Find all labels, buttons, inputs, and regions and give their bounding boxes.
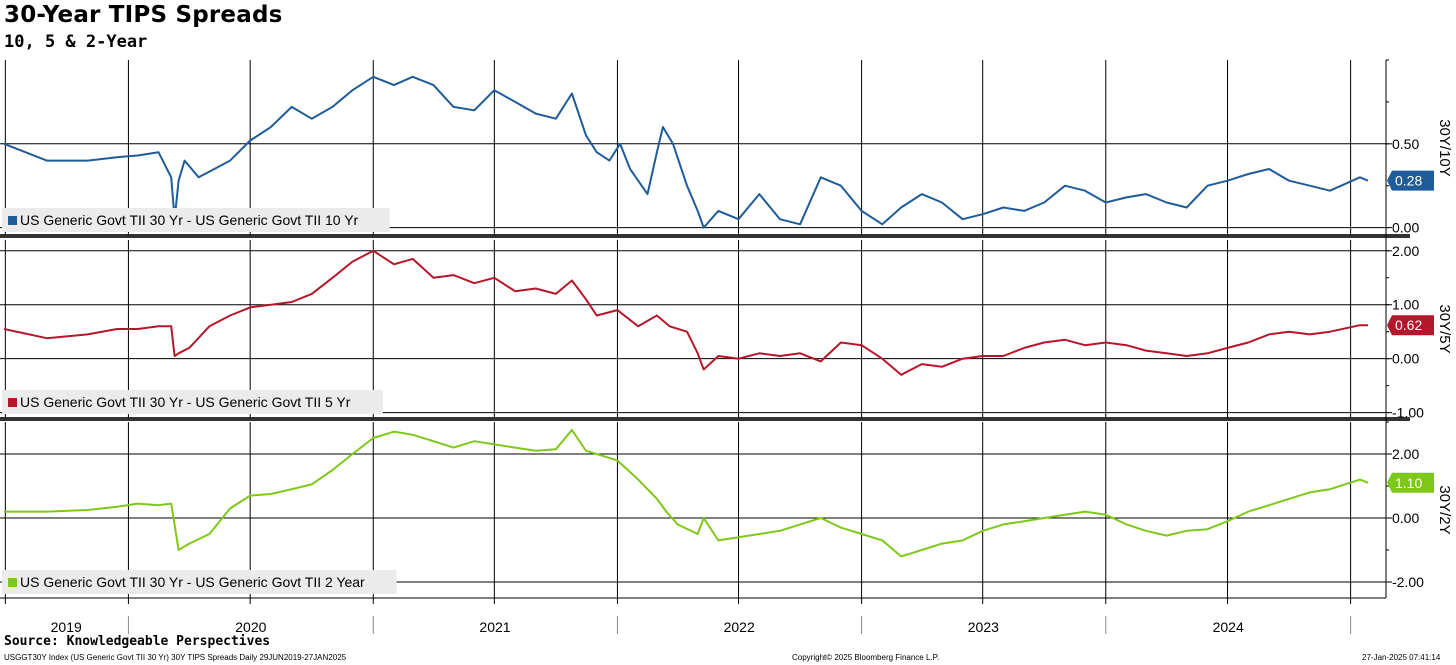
last-value-badge — [1387, 170, 1434, 191]
last-value-label: 0.62 — [1395, 317, 1422, 333]
series-line — [3, 249, 1368, 376]
x-year-label: 2021 — [479, 619, 510, 635]
legend-swatch — [8, 216, 17, 225]
chart-title: 30-Year TIPS Spreads — [4, 2, 283, 28]
last-value-label: 0.28 — [1395, 173, 1422, 189]
y-tick-label: -1.00 — [1392, 405, 1424, 421]
legend-box — [2, 570, 397, 594]
y-tick-label: 0.00 — [1392, 351, 1419, 367]
axis-title: 30Y/5Y — [1436, 304, 1453, 353]
legend-label: US Generic Govt TII 30 Yr - US Generic G… — [20, 394, 351, 410]
series-line — [3, 75, 1369, 229]
axis-title: 30Y/10Y — [1436, 119, 1453, 177]
y-tick-label: -2.00 — [1392, 574, 1424, 590]
series-line — [4, 429, 1369, 558]
legend-box — [2, 208, 390, 232]
index-info: USGGT30Y Index (US Generic Govt TII 30 Y… — [4, 653, 347, 662]
legend-swatch — [8, 398, 17, 407]
source-note: Source: Knowledgeable Perspectives — [4, 634, 271, 649]
x-year-label: 2022 — [724, 619, 755, 635]
y-tick-label: 2.00 — [1392, 446, 1419, 462]
y-tick-label: 0.50 — [1392, 136, 1419, 152]
chart-subtitle: 10, 5 & 2-Year — [4, 32, 148, 52]
legend-swatch — [8, 578, 17, 587]
last-value-label: 1.10 — [1395, 475, 1422, 491]
x-year-label: 2019 — [51, 619, 82, 635]
axis-title: 30Y/2Y — [1436, 485, 1453, 534]
last-value-badge — [1387, 472, 1434, 493]
y-tick-label: 2.00 — [1392, 243, 1419, 259]
legend-label: US Generic Govt TII 30 Yr - US Generic G… — [20, 574, 365, 590]
y-tick-label: 0.00 — [1392, 220, 1419, 236]
y-tick-label: 1.00 — [1392, 297, 1419, 313]
last-value-badge — [1387, 315, 1434, 336]
copyright: Copyright© 2025 Bloomberg Finance L.P. — [792, 653, 940, 662]
legend-box — [2, 390, 383, 414]
timestamp: 27-Jan-2025 07:41:14 — [1362, 653, 1441, 662]
x-year-label: 2024 — [1213, 619, 1244, 635]
x-year-label: 2020 — [235, 619, 266, 635]
x-year-label: 2023 — [968, 619, 999, 635]
legend-label: US Generic Govt TII 30 Yr - US Generic G… — [20, 212, 359, 228]
y-tick-label: 0.00 — [1392, 510, 1419, 526]
